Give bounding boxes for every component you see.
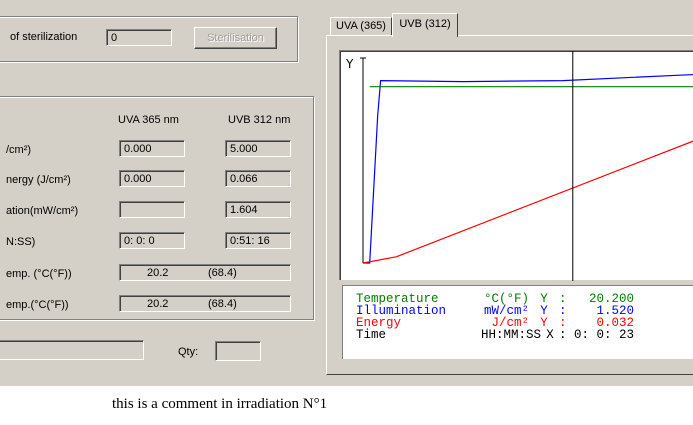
time-label: N:SS) (6, 236, 36, 248)
energy-label: nergy (J/cm²) (6, 174, 71, 186)
irradiation-comment: this is a comment in irradiation N°1 (112, 396, 328, 412)
chart-area: Y (339, 50, 693, 281)
uvb-time-field: 0:51: 16 (225, 232, 291, 249)
qty-field[interactable] (215, 341, 261, 361)
uva-dose-field: 0.000 (119, 140, 185, 157)
measurements-group (0, 96, 314, 320)
readout-energy-axis: Y (540, 316, 548, 330)
sterilisation-button[interactable]: Sterilisation (194, 27, 277, 49)
temperature-2-celsius: 20.2 (147, 298, 169, 310)
energy-series-line (362, 140, 693, 264)
irradiation-dialog: of sterilization 0 Sterilisation UVA 365… (0, 0, 693, 386)
temperature-2-fahrenheit: (68.4) (208, 298, 237, 310)
readout-time-row: Time HH:MM:SS X: 0: 0: 23 (356, 328, 635, 342)
sterilization-group (0, 16, 298, 62)
readout-energy-name: Energy (356, 316, 402, 330)
tab-panel (326, 35, 693, 375)
readout-illumination-value: 1.520 (596, 304, 635, 318)
temperature-2-field: 20.2 (68.4) (119, 295, 291, 312)
temperature-1-field: 20.2 (68.4) (119, 264, 291, 281)
tab-uvb-312[interactable]: UVB (312) (392, 13, 458, 37)
uva-column-header: UVA 365 nm (118, 114, 179, 126)
uva-illumination-field (119, 201, 185, 218)
readout-illumination-name: Illumination (356, 304, 447, 318)
cursor-readout-panel: Temperature °C(°F) Y: 20.200 Illumination m… (342, 285, 693, 359)
readout-time-name: Time (356, 328, 387, 342)
uvb-energy-field: 0.066 (225, 170, 291, 187)
dose-label: /cm²) (6, 144, 32, 156)
readout-temperature-unit: °C(°F) (483, 292, 529, 306)
temperature-1-fahrenheit: (68.4) (208, 267, 237, 279)
readout-energy-row: Energy J/cm² Y: 0.032 (356, 316, 635, 330)
tab-uva-365[interactable]: UVA (365) (330, 17, 392, 35)
readout-illumination-axis: Y (540, 304, 548, 318)
chart-plot: Y (345, 51, 693, 281)
uvb-dose-field: 5.000 (225, 140, 291, 157)
illumination-series-line (363, 73, 693, 264)
readout-time-value: 0: 0: 23 (574, 328, 635, 342)
product-field[interactable] (0, 340, 144, 360)
illumination-label: ation(mW/cm²) (6, 205, 79, 217)
sterilization-count-field[interactable]: 0 (106, 29, 172, 46)
readout-energy-value: 0.032 (596, 316, 635, 330)
temperature-2-label: emp.(°C(°F)) (6, 299, 69, 311)
readout-illumination-unit: mW/cm² (483, 304, 529, 318)
uva-energy-field: 0.000 (119, 170, 185, 187)
qty-label: Qty: (178, 346, 199, 358)
readout-temperature-name: Temperature (356, 292, 439, 306)
readout-time-axis: X (546, 328, 554, 342)
readout-temperature-axis: Y (540, 292, 548, 306)
uvb-illumination-field: 1.604 (225, 201, 291, 218)
temperature-1-celsius: 20.2 (147, 267, 169, 279)
uva-time-field: 0: 0: 0 (119, 232, 185, 249)
readout-temperature-row: Temperature °C(°F) Y: 20.200 (356, 292, 635, 306)
y-axis-label: Y (345, 57, 354, 71)
readout-time-unit: HH:MM:SS (480, 328, 541, 342)
readout-energy-unit: J/cm² (491, 316, 529, 330)
readout-illumination-row: Illumination mW/cm² Y: 1.520 (356, 304, 635, 318)
sterilization-label: of sterilization (10, 31, 78, 43)
uvb-column-header: UVB 312 nm (228, 114, 291, 126)
temperature-1-label: emp. (°C(°F)) (6, 268, 72, 280)
readout-temperature-value: 20.200 (589, 292, 635, 306)
